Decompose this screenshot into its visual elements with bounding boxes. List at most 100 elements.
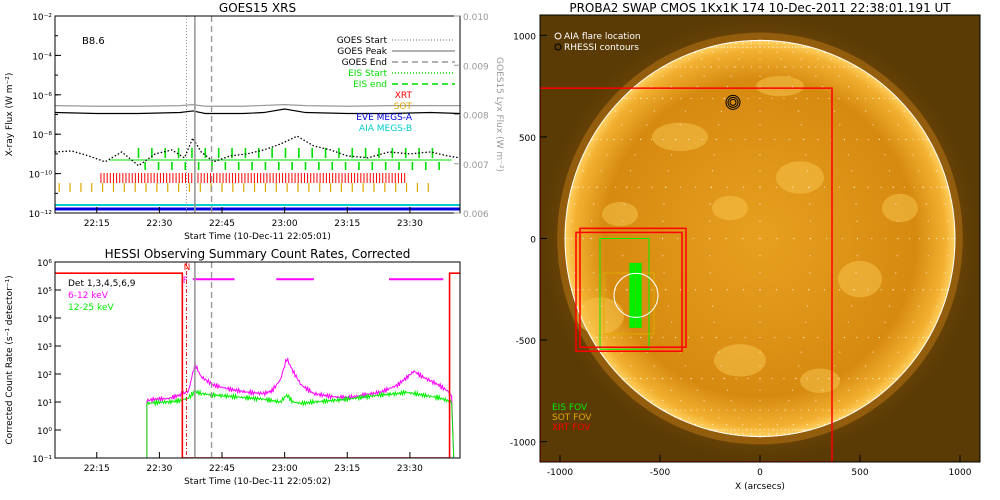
sun-grid-dot	[780, 417, 782, 419]
sun-grid-dot	[768, 429, 770, 431]
hessi-xtick-label: 23:30	[397, 464, 423, 474]
sun-grid-dot	[667, 305, 669, 307]
sun-grid-dot	[653, 377, 655, 380]
sun-grid-dot	[710, 409, 712, 411]
sun-grid-dot	[692, 237, 694, 240]
sun-grid-dot	[662, 336, 664, 339]
sun-grid-dot	[638, 389, 640, 391]
sun-grid-dot	[925, 203, 927, 205]
sun-grid-dot	[768, 432, 770, 435]
sun-grid-dot	[684, 110, 686, 112]
goes-legend-label: EIS end	[353, 80, 387, 90]
sun-grid-dot	[798, 46, 800, 48]
goes-y2tick-label: 0.006	[463, 210, 489, 220]
sun-grid-dot	[711, 305, 714, 307]
sun-grid-dot	[680, 400, 682, 402]
sun-grid-dot	[803, 429, 805, 431]
sun-grid-dot	[630, 336, 632, 339]
sun-grid-dot	[730, 336, 732, 339]
eis-slit	[629, 262, 636, 328]
sun-grid-dot	[791, 46, 794, 48]
sun-grid-dot	[759, 46, 761, 48]
sun-grid-dot	[746, 46, 748, 48]
sun-grid-dot	[838, 75, 840, 77]
sun-grid-dot	[750, 66, 753, 68]
goes-y2tick-label: 0.008	[463, 112, 489, 122]
sun-grid-dot	[663, 272, 665, 274]
sun-grid-dot	[775, 186, 778, 188]
sun-grid-dot	[880, 389, 882, 391]
sun-grid-dot	[776, 46, 778, 48]
sun-grid-dot	[703, 409, 705, 411]
sun-grid-dot	[776, 66, 778, 68]
sun-grid-dot	[792, 424, 794, 426]
sun-grid-dot	[839, 351, 841, 353]
sun-grid-dot	[878, 377, 881, 380]
sun-grid-dot	[653, 110, 655, 112]
sun-grid-dot	[730, 138, 732, 141]
goes-legend-label: EVE MEGS-A	[356, 113, 413, 123]
sun-grid-dot	[665, 289, 667, 291]
hessi-flare-label: F	[183, 276, 188, 286]
sun-grid-dot	[696, 409, 698, 411]
sun-grid-dot	[759, 377, 761, 380]
goes-ytick-label: 10⁻¹²	[29, 210, 53, 220]
swap-xtick-label: -500	[650, 468, 671, 478]
sun-grid-dot	[936, 170, 938, 172]
sun-grid-dot	[588, 321, 590, 323]
sun-grid-dot	[908, 237, 910, 240]
sun-grid-dot	[679, 289, 681, 291]
sun-grid-dot	[912, 321, 914, 323]
sun-grid-dot	[905, 336, 907, 339]
sun-grid-dot	[688, 58, 690, 60]
sun-grid-dot	[622, 255, 624, 257]
sun-grid-dot	[713, 154, 715, 156]
sun-grid-dot	[817, 51, 819, 53]
sun-grid-dot	[888, 336, 890, 339]
sun-grid-dot	[806, 97, 808, 100]
sun-grid-dot	[853, 409, 855, 411]
sun-grid-dot	[720, 365, 722, 367]
xrt-fov-small	[575, 231, 683, 353]
swap-ytick-label: -500	[516, 337, 537, 347]
sun-grid-dot	[630, 365, 632, 367]
sun-grid-dot	[747, 377, 749, 380]
sun-grid-dot	[913, 186, 915, 188]
goes-legend-label: AIA MEGS-B	[359, 124, 412, 134]
sun-grid-dot	[828, 97, 830, 100]
sun-grid-dot	[605, 289, 607, 291]
sun-bright-region	[882, 193, 918, 223]
swap-fov-legend-label: SOT FOV	[552, 413, 592, 423]
sun-grid-dot	[855, 203, 857, 205]
goes-y2tick-label: 0.009	[463, 62, 489, 72]
sun-grid-dot	[730, 429, 732, 431]
sun-grid-dot	[903, 365, 905, 367]
sun-grid-dot	[822, 66, 824, 68]
sun-grid-dot	[936, 237, 938, 240]
goes-ytick-label: 10⁻⁶	[32, 92, 52, 102]
sun-grid-dot	[903, 186, 905, 188]
sun-grid-dot	[792, 289, 794, 291]
goes-y2tick-label: 0.007	[463, 161, 489, 171]
sun-grid-dot	[665, 409, 667, 411]
sun-grid-dot	[725, 237, 727, 240]
sun-grid-dot	[780, 58, 782, 60]
swap-xtick-label: 500	[851, 468, 868, 478]
sun-grid-dot	[771, 377, 773, 380]
sun-grid-dot	[784, 409, 786, 411]
sun-grid-dot	[638, 186, 640, 188]
sun-grid-dot	[783, 42, 785, 45]
sun-grid-dot	[738, 417, 740, 419]
sun-grid-dot	[865, 365, 867, 367]
sun-grid-dot	[912, 138, 914, 141]
sun-grid-dot	[809, 255, 811, 257]
goes-series-line	[55, 104, 460, 107]
sun-grid-dot	[715, 46, 717, 48]
sun-grid-dot	[843, 66, 846, 68]
goes-xtick-label: 22:45	[209, 219, 235, 229]
sun-grid-dot	[800, 351, 802, 353]
sun-grid-dot	[650, 336, 653, 339]
hessi-title: HESSI Observing Summary Count Rates, Cor…	[105, 247, 411, 261]
sun-grid-dot	[918, 170, 920, 172]
sun-grid-dot	[712, 377, 714, 380]
